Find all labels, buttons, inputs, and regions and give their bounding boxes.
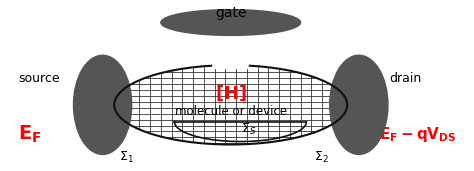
Text: gate: gate: [215, 6, 246, 20]
Text: $\Sigma_S$: $\Sigma_S$: [241, 122, 257, 137]
Text: drain: drain: [389, 72, 421, 85]
Text: $\Sigma_2$: $\Sigma_2$: [314, 150, 328, 165]
Text: $\Sigma_1$: $\Sigma_1$: [119, 150, 134, 165]
Text: source: source: [18, 72, 60, 85]
Ellipse shape: [330, 55, 388, 154]
Text: molecule or device: molecule or device: [174, 105, 287, 118]
Text: $\mathbf{[H]}$: $\mathbf{[H]}$: [215, 83, 246, 103]
Ellipse shape: [114, 65, 347, 144]
Text: $\mathbf{E_F - qV_{DS}}$: $\mathbf{E_F - qV_{DS}}$: [379, 125, 457, 144]
Ellipse shape: [73, 55, 132, 154]
Ellipse shape: [161, 10, 301, 35]
Text: $\mathbf{E_F}$: $\mathbf{E_F}$: [18, 124, 42, 145]
